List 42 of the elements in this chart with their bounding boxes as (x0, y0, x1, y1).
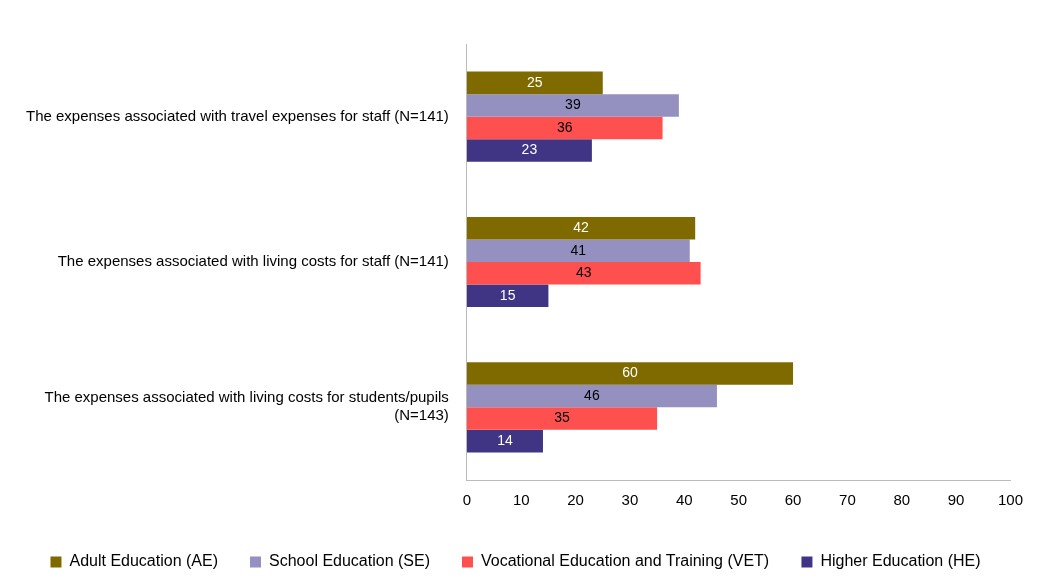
x-tick-label: 20 (567, 491, 584, 509)
bar (466, 116, 663, 140)
bar (466, 139, 592, 162)
bar (466, 284, 549, 308)
x-tick-label: 50 (730, 491, 748, 509)
bar (466, 216, 696, 240)
data-label: 36 (556, 118, 573, 135)
y-tick-label: The expenses associated with living costs for students/pupils (N=143) (44, 388, 449, 424)
data-label: 42 (573, 219, 590, 236)
legend-label: Higher Education (HE) (820, 552, 981, 570)
x-tick-label: 30 (621, 491, 639, 509)
bar (466, 71, 603, 95)
data-label: 35 (554, 409, 570, 426)
data-label: 60 (622, 364, 638, 381)
bar (466, 262, 701, 285)
x-tick-label: 80 (893, 491, 911, 509)
x-tick-label: 70 (839, 491, 856, 509)
x-tick-label: 60 (784, 491, 802, 509)
bar (466, 407, 658, 430)
x-tick-label: 0 (462, 491, 472, 509)
legend-label: Vocational Education and Training (VET) (480, 552, 770, 570)
data-label: 14 (497, 431, 513, 448)
data-label: 43 (575, 264, 592, 281)
data-label: 23 (521, 141, 538, 158)
bar (466, 384, 717, 408)
data-label: 46 (584, 386, 600, 403)
bar (466, 362, 794, 385)
data-label: 41 (570, 241, 587, 258)
legend-label: Adult Education (AE) (69, 552, 219, 570)
legend-label: School Education (SE) (269, 552, 430, 570)
data-label: 25 (527, 73, 543, 90)
data-label: 15 (499, 286, 516, 303)
x-tick-label: 100 (997, 491, 1023, 509)
data-label: 39 (565, 96, 581, 113)
bar (466, 94, 679, 117)
bar (466, 429, 543, 453)
bar (466, 239, 690, 262)
x-tick-label: 10 (512, 491, 530, 509)
y-tick-label: The expenses associated with living costs for staff (N=141) (57, 252, 449, 270)
x-tick-label: 90 (947, 491, 965, 509)
y-tick-label: The expenses associated with travel expenses for staff (N=141) (25, 106, 449, 124)
x-tick-label: 40 (675, 491, 693, 509)
